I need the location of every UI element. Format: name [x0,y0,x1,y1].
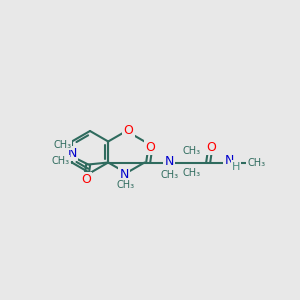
Text: O: O [145,141,155,154]
Text: O: O [123,124,133,136]
Text: N: N [68,147,77,160]
Text: CH₃: CH₃ [182,146,200,155]
Text: CH₃: CH₃ [160,169,178,179]
Text: N: N [224,154,234,167]
Text: CH₃: CH₃ [116,180,134,190]
Text: O: O [81,173,91,186]
Text: CH₃: CH₃ [53,140,71,149]
Text: N: N [120,169,129,182]
Text: N: N [164,155,174,168]
Text: O: O [206,141,216,154]
Text: CH₃: CH₃ [51,155,69,166]
Text: CH₃: CH₃ [247,158,265,167]
Text: CH₃: CH₃ [182,167,200,178]
Text: H: H [232,161,240,172]
